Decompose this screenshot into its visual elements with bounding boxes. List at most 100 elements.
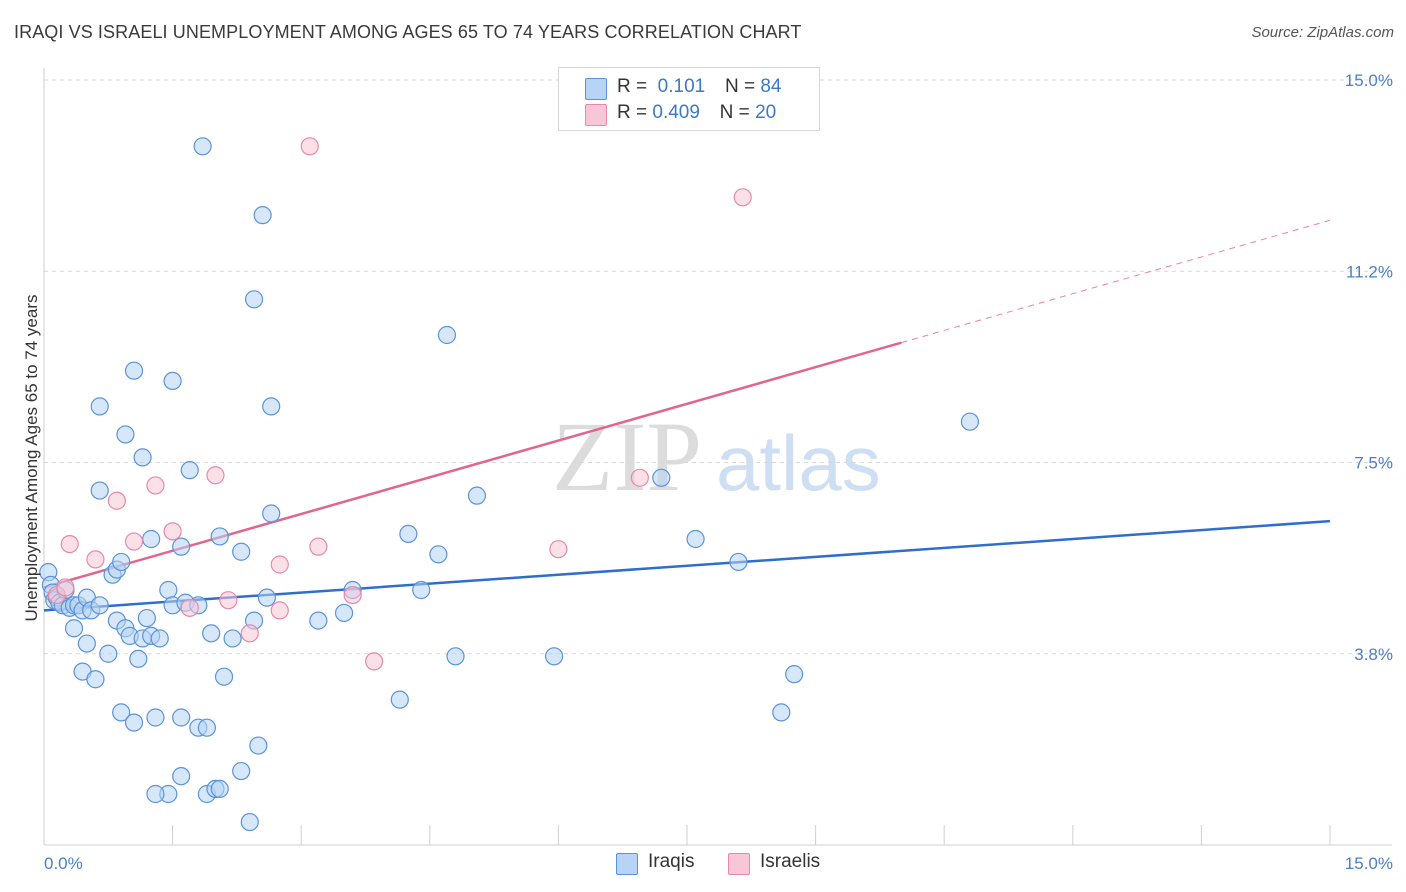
series-iraqis [39, 137, 980, 832]
legend-n-value: 84 [760, 76, 782, 97]
data-point-iraqis [214, 667, 234, 686]
axes [43, 68, 1392, 846]
data-point-iraqis [785, 665, 804, 684]
data-point-israelis [163, 522, 182, 541]
data-point-iraqis [112, 703, 131, 722]
data-point-israelis [219, 591, 238, 610]
data-point-iraqis [652, 468, 671, 487]
data-point-israelis [60, 534, 79, 554]
data-point-iraqis [210, 779, 229, 799]
legend-r-value: 0.409 [652, 102, 700, 123]
data-point-iraqis [334, 603, 354, 623]
data-point-iraqis [197, 718, 216, 737]
data-point-iraqis [729, 552, 748, 572]
bottom-legend-label-iraqis: Iraqis [648, 851, 695, 872]
y-tick-label: 7.5% [1354, 454, 1393, 473]
data-point-iraqis [223, 629, 242, 648]
legend-n-label: N = [724, 76, 756, 97]
x-tick-label: 0.0% [44, 854, 83, 873]
y-tick-label: 15.0% [1345, 71, 1393, 90]
data-point-iraqis [232, 761, 251, 781]
data-point-israelis [180, 598, 199, 617]
legend-n-label: N = [719, 102, 750, 123]
data-point-israelis [107, 491, 126, 510]
legend-n-value: 20 [755, 102, 777, 123]
data-point-iraqis [77, 634, 96, 653]
data-point-israelis [86, 550, 105, 569]
legend-r-label: R = [617, 76, 648, 97]
data-point-iraqis [99, 644, 118, 663]
data-point-iraqis [90, 596, 109, 615]
y-tick-label: 3.8% [1354, 645, 1393, 664]
data-point-iraqis [172, 708, 191, 727]
data-point-iraqis [146, 784, 165, 804]
data-point-israelis [56, 578, 75, 597]
chart-title: IRAQI VS ISRAELI UNEMPLOYMENT AMONG AGES… [14, 22, 802, 42]
legend-swatch-iraqis [585, 78, 607, 100]
trend-line-iraqis [43, 519, 1331, 612]
data-point-iraqis [253, 206, 272, 225]
data-point-iraqis [262, 504, 281, 523]
y-axis-label: Unemployment Among Ages 65 to 74 years [22, 295, 41, 622]
bottom-legend-swatch-iraqis [616, 853, 638, 875]
data-point-iraqis [545, 647, 564, 666]
data-point-iraqis [137, 608, 156, 628]
data-point-iraqis [960, 412, 980, 431]
grid-lines [44, 79, 1392, 655]
series-israelis [47, 137, 752, 671]
data-point-iraqis [446, 647, 465, 666]
data-point-israelis [270, 555, 289, 574]
data-point-israelis [549, 540, 568, 559]
data-point-iraqis [202, 624, 221, 643]
watermark-zip: ZIP [552, 401, 702, 512]
data-point-iraqis [129, 649, 148, 668]
data-point-israelis [206, 466, 225, 485]
y-tick-label: 11.2% [1346, 262, 1393, 281]
data-point-iraqis [412, 580, 431, 600]
data-point-iraqis [116, 425, 135, 444]
data-point-israelis [270, 601, 289, 620]
data-point-iraqis [390, 690, 409, 709]
data-point-israelis [733, 188, 752, 207]
data-point-iraqis [244, 290, 264, 309]
data-point-iraqis [262, 397, 281, 416]
data-point-israelis [300, 137, 319, 156]
data-point-iraqis [180, 461, 199, 480]
data-point-iraqis [437, 325, 457, 345]
data-point-iraqis [467, 486, 487, 505]
data-point-israelis [309, 537, 328, 556]
data-point-iraqis [772, 703, 791, 722]
legend: R = 0.101 N = 84 R = 0.409 N = 20 [558, 67, 820, 131]
data-point-israelis [146, 476, 165, 495]
data-point-iraqis [133, 448, 152, 467]
data-point-israelis [343, 585, 362, 605]
data-point-iraqis [210, 527, 229, 546]
source-text: Source: ZipAtlas.com [1251, 24, 1394, 41]
data-point-iraqis [159, 580, 178, 600]
watermark: ZIP atlas [552, 401, 881, 512]
data-point-iraqis [90, 397, 109, 416]
legend-r-value: 0.101 [657, 76, 706, 97]
data-point-iraqis [172, 537, 191, 556]
data-point-iraqis [172, 767, 191, 786]
x-tick-labels: 0.0% 15.0% [44, 854, 1393, 873]
data-point-iraqis [142, 529, 161, 549]
trend-line-israelis-extension [901, 219, 1331, 344]
bottom-legend-label-israelis: Israelis [760, 851, 821, 872]
data-point-israelis [630, 468, 649, 487]
data-point-iraqis [86, 670, 105, 689]
data-point-iraqis [150, 629, 169, 648]
data-point-iraqis [686, 529, 705, 549]
data-point-iraqis [124, 361, 144, 380]
data-point-iraqis [64, 619, 84, 638]
data-point-iraqis [163, 371, 182, 390]
data-point-iraqis [146, 708, 165, 727]
data-point-iraqis [112, 552, 131, 572]
data-point-iraqis [399, 524, 418, 544]
data-point-iraqis [232, 542, 251, 561]
data-point-iraqis [240, 812, 259, 832]
data-point-iraqis [90, 481, 109, 500]
watermark-atlas: atlas [716, 419, 881, 507]
x-tick-label: 15.0% [1345, 854, 1393, 873]
